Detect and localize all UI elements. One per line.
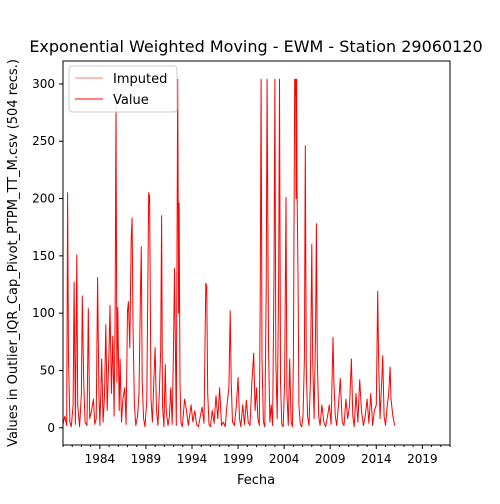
y-tick-label: 50 — [40, 363, 55, 377]
y-tick-label: 250 — [32, 134, 55, 148]
y-tick-label: 200 — [32, 192, 55, 206]
series-line-value — [62, 78, 396, 428]
y-tick-label: 300 — [32, 77, 55, 91]
y-tick-label: 100 — [32, 306, 55, 320]
x-tick-label: 1984 — [85, 452, 116, 466]
y-tick-label: 150 — [32, 249, 55, 263]
chart-legend: Imputed Value — [68, 65, 178, 113]
legend-label-value: Value — [113, 93, 149, 108]
x-axis-ticks: 1984 1989 1994 1999 2004 2009 2014 2019 — [62, 445, 451, 466]
x-tick-label: 2004 — [269, 452, 300, 466]
x-tick-label: 2014 — [361, 452, 392, 466]
x-tick-label: 2019 — [407, 452, 438, 466]
x-tick-label: 1999 — [223, 452, 254, 466]
legend-frame — [68, 65, 178, 113]
series-layer — [62, 78, 396, 428]
legend-label-imputed: Imputed — [113, 72, 167, 87]
x-tick-label: 1994 — [177, 452, 208, 466]
chart-title: Exponential Weighted Moving - EWM - Stat… — [29, 37, 482, 56]
x-tick-label: 2009 — [315, 452, 346, 466]
x-tick-label: 1989 — [131, 452, 162, 466]
y-axis-label: Values in Outlier_IQR_Cap_Pivot_PTPM_TT_… — [6, 59, 21, 447]
x-axis-label: Fecha — [237, 473, 275, 488]
y-axis-ticks: 0 50 100 150 200 250 300 — [32, 77, 63, 435]
y-tick-label: 0 — [47, 421, 55, 435]
